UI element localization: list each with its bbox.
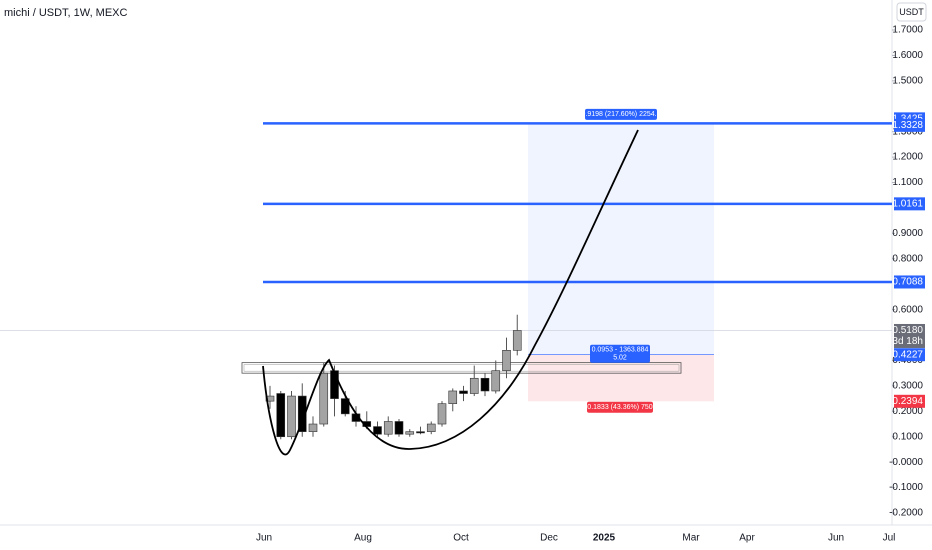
countdown: 3d 18h xyxy=(892,336,923,347)
x-tick-label: 2025 xyxy=(593,533,616,544)
price-label: 1.0161 xyxy=(892,198,923,209)
candle-body xyxy=(276,393,286,438)
y-tick-label: 1.5000 xyxy=(892,75,923,86)
x-tick-label: Aug xyxy=(354,533,372,544)
y-tick-label: 0.1000 xyxy=(892,431,923,442)
price-label-box xyxy=(894,118,925,132)
price-label: 0.2394 xyxy=(892,396,923,407)
y-tick-label: 0.6000 xyxy=(892,304,923,315)
x-tick-label: Jun xyxy=(828,533,844,544)
candle-body xyxy=(405,431,415,435)
y-tick-label: 1.7000 xyxy=(892,25,923,36)
y-tick-label: -0.2000 xyxy=(889,508,923,519)
price-label: 0.4227 xyxy=(892,349,923,360)
candle-body xyxy=(383,421,393,435)
candle-body xyxy=(416,431,425,434)
price-label: 0.7088 xyxy=(892,277,923,288)
last-price-label: 0.5180 xyxy=(892,325,923,336)
zone-inner xyxy=(243,364,680,372)
entry-label: 0.0953 - 1363.884 xyxy=(592,347,649,354)
y-tick-label: 0.8000 xyxy=(892,253,923,264)
candle-body xyxy=(480,377,490,392)
x-tick-label: Jun xyxy=(256,533,272,544)
candle-body xyxy=(459,390,468,394)
candle-body xyxy=(448,390,458,404)
y-tick-label: 1.1000 xyxy=(892,177,923,188)
x-tick-label: Oct xyxy=(453,533,469,544)
y-tick-label: 1.6000 xyxy=(892,50,923,61)
y-tick-label: 0.2000 xyxy=(892,406,923,417)
stop-label: 0.1833 (43.36%) 750 xyxy=(587,404,652,411)
y-tick-label: -0.0000 xyxy=(889,457,923,468)
x-tick-label: Mar xyxy=(682,533,700,544)
price-label-box xyxy=(894,394,925,408)
price-label-box xyxy=(894,275,925,289)
currency-box[interactable] xyxy=(896,2,927,22)
x-tick-label: Dec xyxy=(540,533,558,544)
x-tick-label: Apr xyxy=(739,533,755,544)
y-tick-label: 1.2000 xyxy=(892,152,923,163)
target-label: 0.9198 (217.60%) 2254.5 xyxy=(581,111,660,118)
y-tick-label: 0.9000 xyxy=(892,228,923,239)
price-label-box xyxy=(894,348,925,362)
x-tick-label: Jul xyxy=(883,533,896,544)
y-tick-label: -0.1000 xyxy=(889,482,923,493)
cup-curve xyxy=(262,129,639,456)
price-label: 1.3328 xyxy=(892,120,923,131)
candle-body xyxy=(469,377,479,394)
entry-label-box xyxy=(590,344,650,363)
candle-body xyxy=(502,350,511,371)
candle-body xyxy=(394,421,404,435)
chart-title: michi / USDT, 1W, MEXC xyxy=(4,7,128,19)
y-tick-label: 0.3000 xyxy=(892,381,923,392)
price-label-box xyxy=(894,197,925,211)
candle-body xyxy=(297,395,307,432)
candle-body xyxy=(437,403,447,425)
candle-body xyxy=(373,426,382,435)
candle-body xyxy=(287,395,296,438)
currency[interactable]: USDT xyxy=(899,7,924,17)
zone xyxy=(241,362,682,374)
target-area xyxy=(528,123,714,355)
last-price-box xyxy=(894,323,925,348)
candle-body xyxy=(340,398,350,415)
candle-body xyxy=(330,370,339,399)
candle-body xyxy=(319,372,329,425)
stop-label-box xyxy=(587,401,653,413)
candle-body xyxy=(308,423,318,432)
candle-body xyxy=(512,330,522,351)
candle-body xyxy=(491,370,501,392)
target-label-box xyxy=(585,108,657,120)
candle-body xyxy=(426,423,436,432)
entry-label: 5.02 xyxy=(613,355,627,362)
